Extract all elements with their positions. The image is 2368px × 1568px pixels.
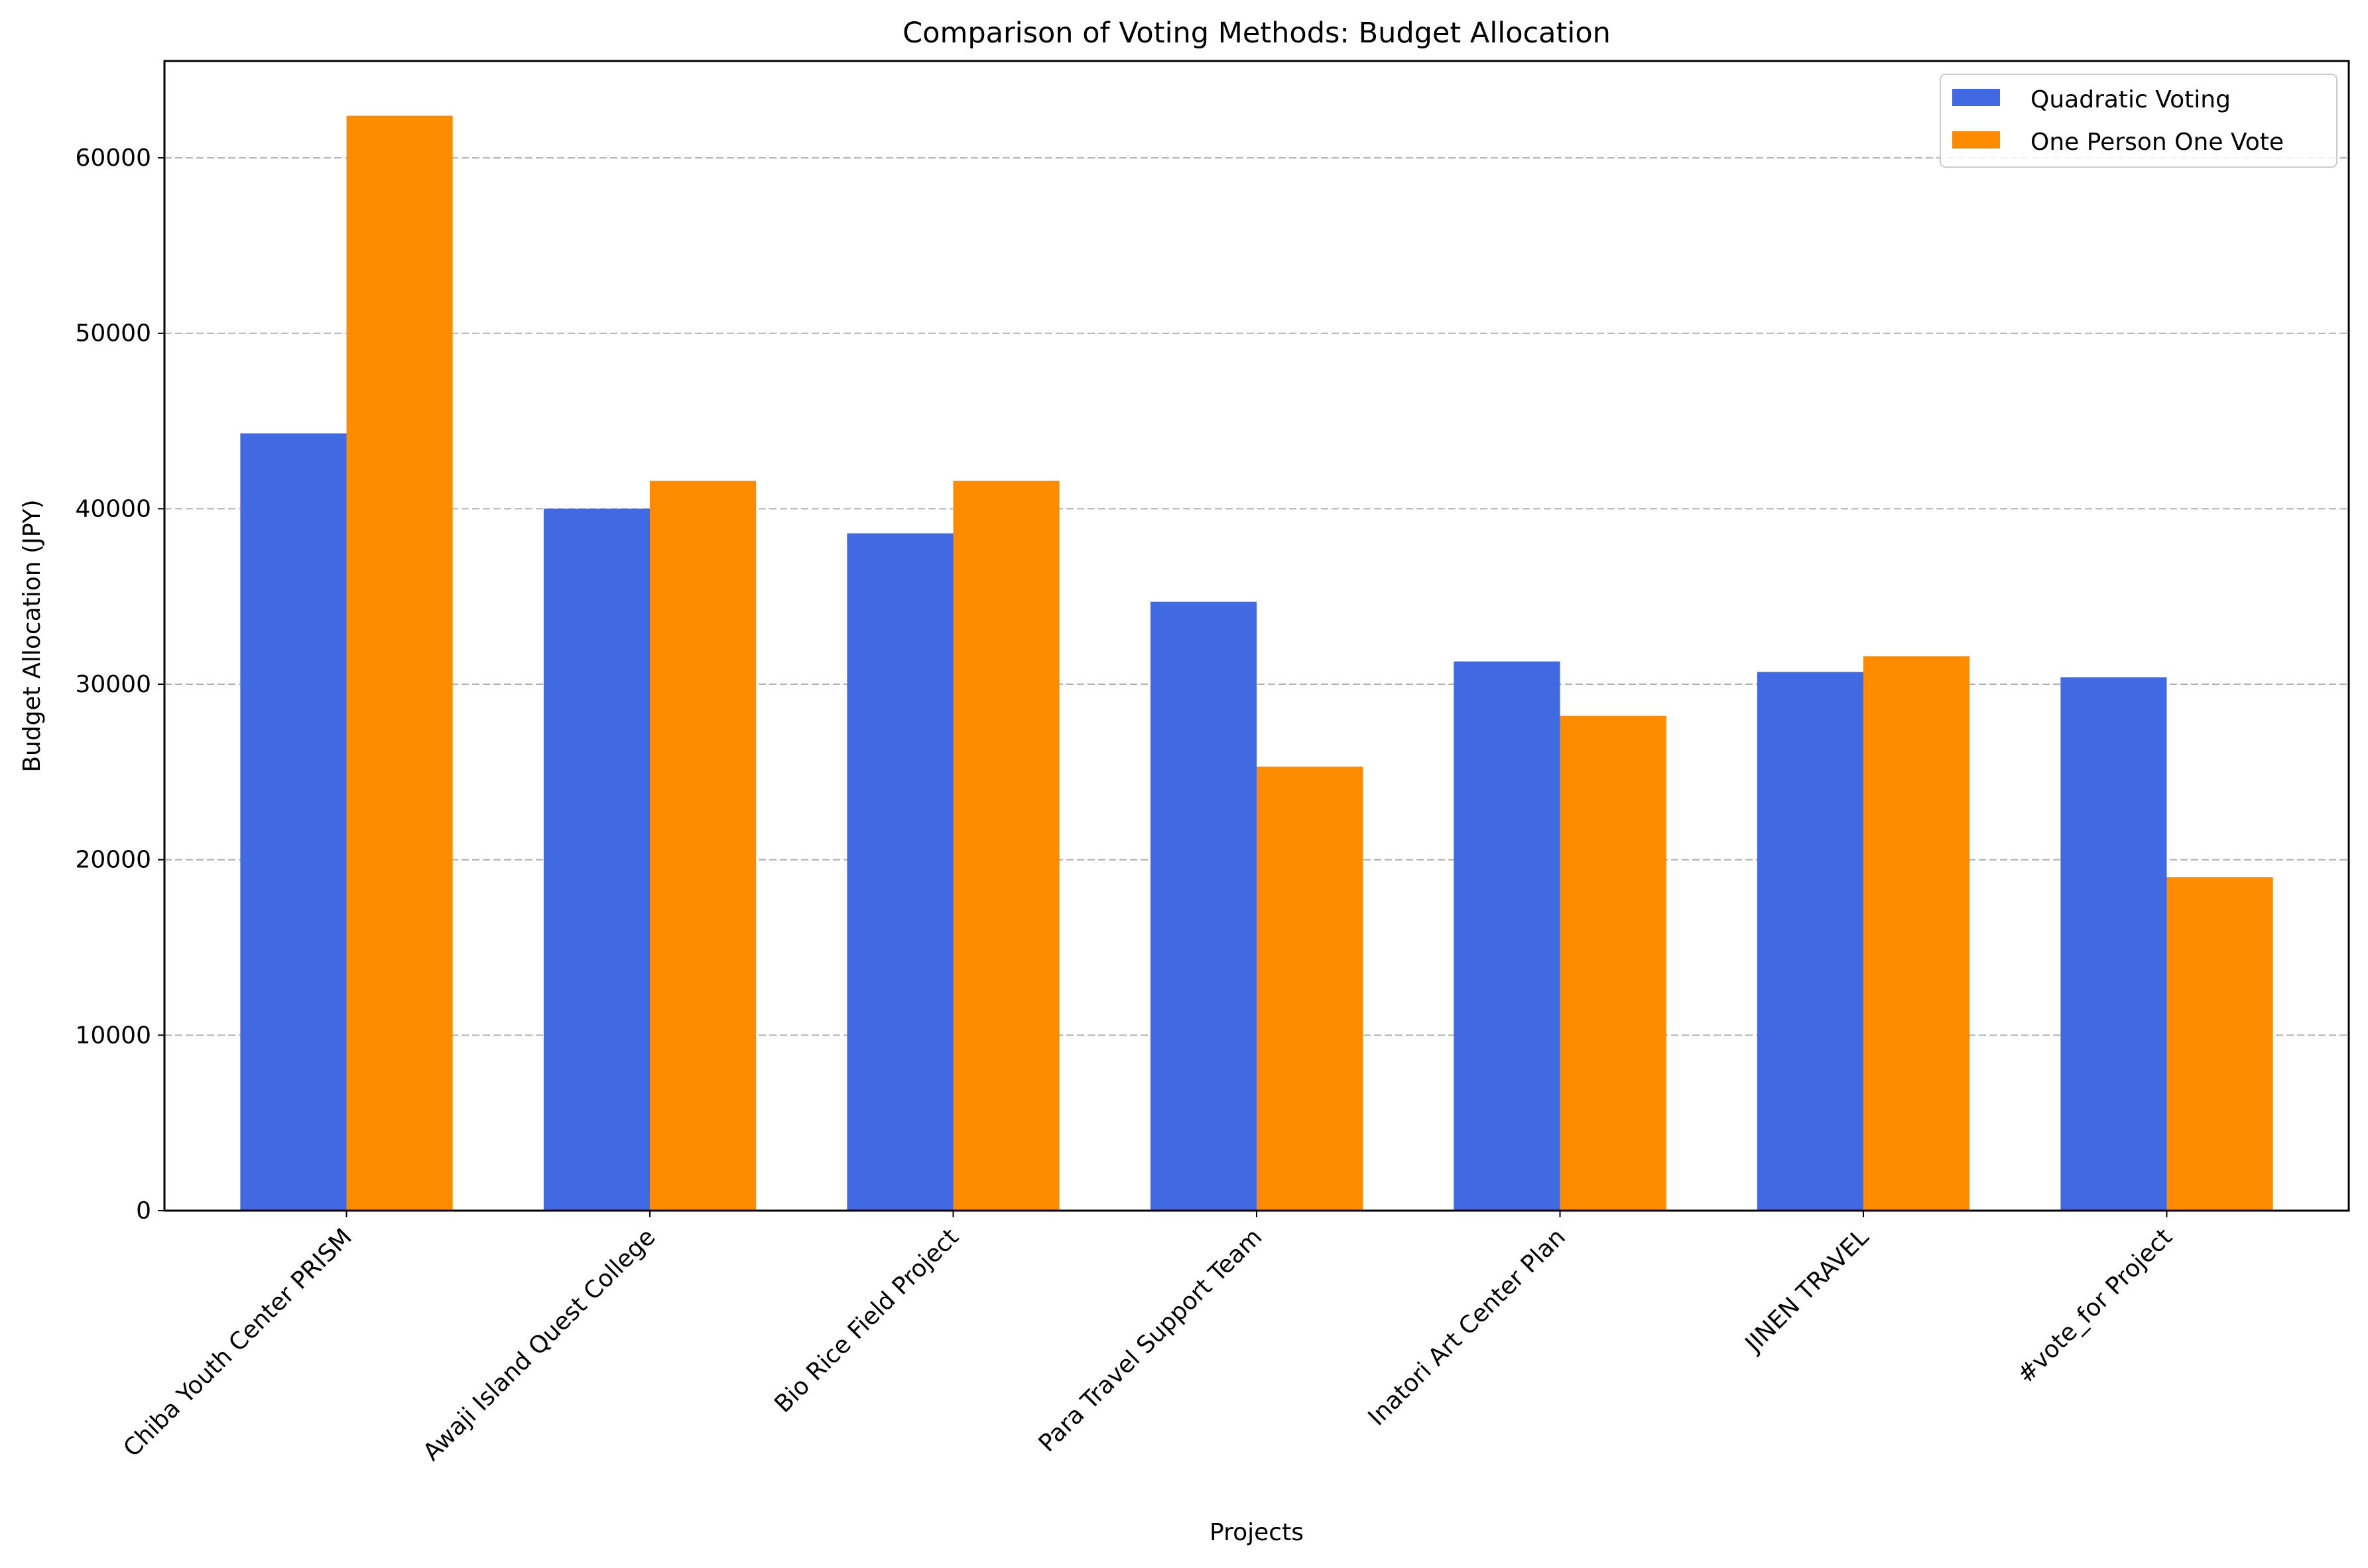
y-tick-label: 0	[136, 1197, 151, 1225]
grid-lines	[164, 157, 2349, 1036]
bar-quadratic-voting-para-travel-support-team	[1150, 601, 1257, 1211]
bar-one-person-one-vote-awaji-island-quest-college	[650, 481, 757, 1211]
bar-quadratic-voting-chiba-youth-center-prism	[240, 433, 347, 1211]
legend-swatch-one-person-one-vote	[1952, 131, 2000, 149]
y-axis-ticks: 0 10000 20000 30000 40000 50000 60000	[75, 145, 164, 1225]
bar-one-person-one-vote-bio-rice-field-project	[953, 481, 1060, 1211]
legend: Quadratic Voting One Person One Vote	[1940, 74, 2337, 168]
bar-quadratic-voting-vote-for-project	[2060, 677, 2167, 1211]
bar-quadratic-voting-inatori-art-center-plan	[1454, 661, 1560, 1211]
bar-one-person-one-vote-vote-for-project	[2166, 877, 2273, 1211]
y-tick-label: 30000	[75, 671, 151, 698]
bar-quadratic-voting-bio-rice-field-project	[847, 533, 954, 1211]
bar-one-person-one-vote-chiba-youth-center-prism	[346, 115, 453, 1211]
y-tick-label: 50000	[75, 320, 151, 347]
x-axis-label: Projects	[1210, 1519, 1304, 1546]
bar-quadratic-voting-jinen-travel	[1757, 672, 1863, 1211]
y-tick-label: 10000	[75, 1022, 151, 1049]
legend-label-one-person-one-vote: One Person One Vote	[2030, 129, 2284, 156]
y-axis-label: Budget Allocation (JPY)	[19, 499, 46, 772]
y-tick-label: 60000	[75, 145, 151, 172]
y-tick-label: 20000	[75, 847, 151, 874]
bars	[240, 115, 2273, 1211]
bar-one-person-one-vote-para-travel-support-team	[1257, 766, 1363, 1211]
chart-title: Comparison of Voting Methods: Budget All…	[903, 17, 1611, 50]
bar-quadratic-voting-awaji-island-quest-college	[543, 509, 650, 1211]
bar-one-person-one-vote-inatori-art-center-plan	[1560, 715, 1666, 1211]
legend-box	[1940, 74, 2337, 168]
bar-one-person-one-vote-jinen-travel	[1863, 656, 1970, 1211]
legend-swatch-quadratic-voting	[1952, 89, 2000, 106]
legend-label-quadratic-voting: Quadratic Voting	[2030, 86, 2231, 113]
y-tick-label: 40000	[75, 495, 151, 522]
